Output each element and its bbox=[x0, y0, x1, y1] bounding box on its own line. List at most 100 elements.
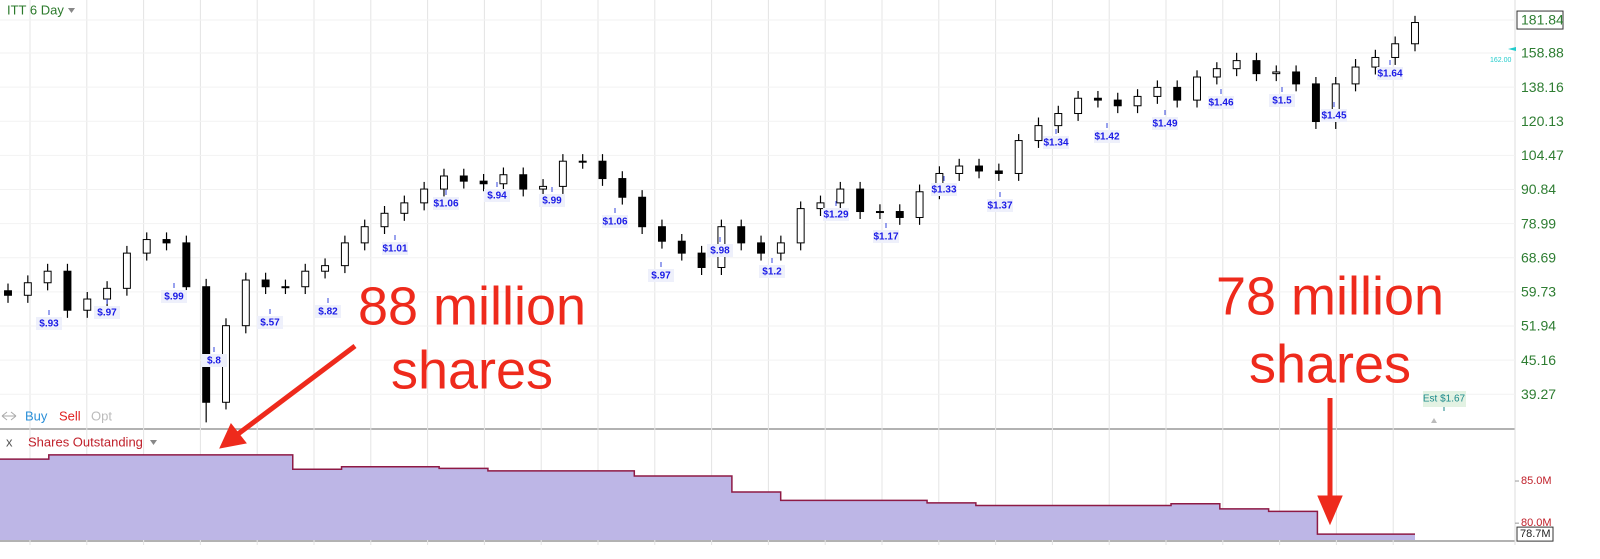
candle-body bbox=[558, 160, 567, 187]
candle-body bbox=[578, 160, 587, 163]
candle-body bbox=[657, 226, 666, 242]
dividend-bg bbox=[315, 305, 341, 318]
buy-button[interactable]: Buy bbox=[25, 408, 48, 423]
dividends: $.93 $.97 $.99 $.8 $.57 $.82 $1.01 $1.06 $.94 $.9… bbox=[36, 60, 1403, 367]
dividend-bg bbox=[257, 316, 283, 329]
dividend-label: $1.5 bbox=[1272, 96, 1292, 107]
y-tick-label: 90.84 bbox=[1521, 181, 1556, 197]
dividend-bg bbox=[161, 290, 187, 303]
candle-body bbox=[816, 202, 825, 210]
candle-body bbox=[103, 287, 112, 300]
candle-body bbox=[142, 239, 151, 254]
estimate-label: Est $1.67 bbox=[1423, 394, 1466, 405]
candle-body bbox=[202, 286, 211, 403]
candle-body bbox=[23, 282, 32, 296]
candle-body bbox=[519, 174, 528, 190]
candle-body bbox=[994, 170, 1003, 174]
candle-body bbox=[856, 188, 865, 213]
candle-body bbox=[380, 212, 389, 228]
dividend-label: $1.29 bbox=[823, 210, 848, 221]
candle-body bbox=[1232, 60, 1241, 70]
candle-body bbox=[1252, 60, 1261, 75]
candle-body bbox=[1193, 76, 1201, 101]
y-tick-label: 39.27 bbox=[1521, 386, 1556, 402]
dividend-label: $1.33 bbox=[931, 185, 956, 196]
y-tick-label: 158.88 bbox=[1521, 45, 1564, 61]
dividend-label: $1.45 bbox=[1321, 111, 1346, 122]
annotation: 88 million bbox=[358, 276, 586, 336]
dividend-label: $.93 bbox=[39, 319, 59, 330]
dividend-label: $1.49 bbox=[1152, 119, 1177, 130]
candle-body bbox=[1292, 71, 1301, 85]
arrow-shaft bbox=[236, 344, 357, 436]
dividend-label: $1.06 bbox=[433, 199, 458, 210]
arrow-head bbox=[1317, 495, 1343, 526]
dividend-bg bbox=[602, 215, 628, 228]
candle-body bbox=[955, 165, 964, 174]
last-value-label: 78.7M bbox=[1520, 528, 1551, 540]
dividend-label: $1.06 bbox=[602, 217, 627, 228]
dividend-bg bbox=[1321, 109, 1347, 122]
arrows bbox=[219, 344, 1343, 526]
dividend-bg bbox=[931, 183, 957, 196]
dividend-bg bbox=[707, 244, 733, 257]
candle-body bbox=[459, 175, 468, 182]
dividend-label: $1.2 bbox=[762, 267, 782, 278]
dropdown-arrow bbox=[68, 8, 75, 13]
candle-body bbox=[162, 239, 171, 244]
dividend-bg bbox=[1043, 136, 1069, 149]
candle-body bbox=[737, 226, 746, 244]
candle-body bbox=[43, 270, 52, 284]
candle-body bbox=[1311, 83, 1320, 123]
y-tick-label: 120.13 bbox=[1521, 113, 1564, 129]
dividend-label: $.98 bbox=[710, 246, 730, 257]
dividend-bg bbox=[539, 194, 565, 207]
dividend-label: $.99 bbox=[164, 292, 184, 303]
candle-body bbox=[479, 180, 488, 185]
candle-body bbox=[1212, 68, 1221, 78]
dividend-label: $1.46 bbox=[1208, 98, 1233, 109]
arrow-head bbox=[219, 423, 247, 449]
dividend-label: $.57 bbox=[260, 318, 280, 329]
candle-body bbox=[1093, 97, 1102, 101]
candle-body bbox=[400, 202, 409, 214]
opt-button[interactable]: Opt bbox=[91, 408, 112, 423]
dividend-label: $.94 bbox=[487, 191, 507, 202]
candle-body bbox=[1173, 86, 1182, 101]
candle-body bbox=[440, 175, 448, 190]
last-price-box bbox=[1516, 10, 1564, 30]
panel-menu[interactable]: Shares Outstanding bbox=[28, 434, 143, 449]
candle-body bbox=[975, 165, 983, 172]
dividend-bg bbox=[1269, 94, 1295, 107]
candle-body bbox=[618, 178, 627, 198]
dividend-bg bbox=[987, 199, 1013, 212]
marker-triangle bbox=[1431, 418, 1437, 423]
dividend-bg bbox=[36, 317, 62, 330]
dividend-bg bbox=[873, 230, 899, 243]
candle-body bbox=[1034, 125, 1043, 142]
candle-body bbox=[796, 208, 805, 244]
dividend-label: $1.34 bbox=[1043, 138, 1068, 149]
dividend-bg bbox=[1094, 130, 1120, 143]
candle-body bbox=[420, 188, 429, 204]
y-axis: 181.84 158.88 138.16 120.13 104.47 90.84 78.99… bbox=[1516, 10, 1564, 402]
y-tick-label: 80.0M bbox=[1521, 517, 1552, 529]
symbol-menu[interactable]: ITT 6 Day bbox=[7, 2, 64, 17]
y-tick-label: 138.16 bbox=[1521, 79, 1564, 95]
dividend-label: $.8 bbox=[207, 356, 221, 367]
close-panel[interactable]: x bbox=[6, 434, 13, 449]
dividend-bg bbox=[201, 354, 227, 367]
candle-body bbox=[182, 242, 191, 288]
dividend-bg bbox=[1152, 117, 1178, 130]
candle-body bbox=[1014, 140, 1023, 174]
dividend-label: $1.01 bbox=[382, 244, 407, 255]
sell-button[interactable]: Sell bbox=[59, 408, 81, 423]
candle-body bbox=[1391, 43, 1400, 58]
candle-body bbox=[360, 226, 369, 244]
annotation: shares bbox=[391, 340, 553, 400]
dropdown-arrow bbox=[150, 440, 157, 445]
candle-body bbox=[340, 242, 349, 267]
